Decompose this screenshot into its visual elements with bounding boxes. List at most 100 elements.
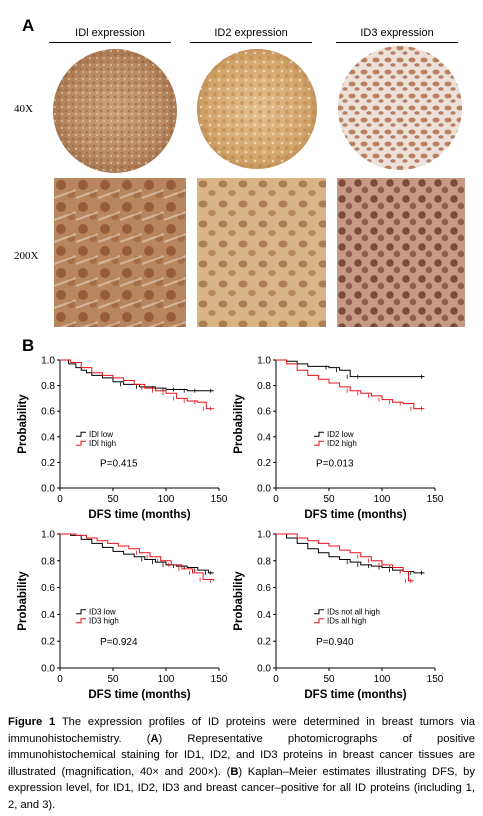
y-tick-label: 1.0	[41, 530, 55, 541]
legend-swatch	[76, 618, 86, 624]
y-tick-label: 0.0	[257, 664, 271, 675]
y-tick-label: 0.4	[257, 610, 271, 621]
p-value-annotation: P=0.013	[316, 458, 354, 469]
y-tick-label: 0.6	[41, 583, 55, 594]
micrograph-id1-200x	[54, 178, 186, 327]
km-chart-all-ids: 0.0 0.2 0.4 0.6 0.8 1.0 0 50 100 150 DFS time (mon…	[233, 530, 444, 702]
column-header-id3: ID3 expression	[360, 27, 434, 39]
figure-caption: Figure 1 The expression profiles of ID p…	[8, 714, 475, 813]
legend-entry: IDl low	[89, 430, 113, 439]
km-curve-series-1	[60, 359, 214, 410]
y-tick-label: 0.2	[257, 637, 271, 648]
column-rule-id3	[336, 42, 458, 43]
x-tick-label: 0	[273, 494, 279, 505]
legend-swatch	[314, 431, 324, 437]
y-tick-label: 0.2	[257, 458, 271, 469]
p-value-annotation: P=0.415	[100, 458, 138, 469]
km-curve-series-0	[60, 533, 214, 574]
y-axis-label: Probability	[17, 394, 29, 454]
km-curve-series-1	[276, 533, 414, 582]
legend-swatch	[76, 431, 86, 437]
y-axis-label: Probability	[17, 571, 29, 631]
x-axis-label: DFS time (months)	[88, 509, 190, 521]
x-tick-label: 0	[273, 674, 279, 685]
x-tick-label: 150	[211, 494, 228, 505]
caption-text-2: ) Representative photomicrographs of pos…	[8, 732, 475, 778]
micrograph-id2-40x	[197, 49, 317, 169]
y-tick-label: 0.0	[41, 664, 55, 675]
x-tick-label: 100	[374, 494, 391, 505]
column-rule-id2	[190, 42, 312, 43]
legend-entry: IDl high	[89, 439, 116, 448]
y-tick-label: 0.4	[41, 432, 55, 443]
x-axis-label: DFS time (months)	[304, 509, 406, 521]
km-curve-series-0	[276, 533, 425, 574]
x-tick-label: 100	[374, 674, 391, 685]
y-tick-label: 0.6	[257, 583, 271, 594]
row-label-200x: 200X	[14, 250, 39, 262]
y-tick-label: 0.6	[257, 407, 271, 418]
x-tick-label: 150	[427, 674, 444, 685]
caption-figure-label: Figure 1	[8, 716, 56, 728]
y-tick-label: 0.0	[257, 484, 271, 495]
legend-swatch	[76, 440, 86, 446]
y-tick-label: 0.6	[41, 407, 55, 418]
row-label-40x: 40X	[14, 103, 33, 115]
legend-entry: IDs all high	[327, 617, 367, 626]
legend-entry: ID3 high	[89, 617, 119, 626]
micrograph-id3-40x	[338, 46, 462, 170]
km-curve-series-0	[276, 359, 425, 378]
y-tick-label: 0.8	[257, 556, 271, 567]
x-tick-label: 50	[323, 674, 335, 685]
y-tick-label: 0.8	[257, 381, 271, 392]
legend-entry: ID2 high	[327, 439, 357, 448]
panel-b-letter: B	[22, 336, 35, 355]
km-curve-series-1	[276, 359, 425, 410]
x-tick-label: 150	[211, 674, 228, 685]
x-tick-label: 0	[57, 494, 63, 505]
x-tick-label: 150	[427, 494, 444, 505]
km-curve-series-0	[60, 359, 214, 392]
x-tick-label: 0	[57, 674, 63, 685]
column-rule-id1	[49, 42, 171, 43]
micrograph-id1-40x	[53, 49, 177, 173]
legend-swatch	[314, 609, 324, 615]
x-tick-label: 100	[158, 494, 175, 505]
x-axis-label: DFS time (months)	[304, 689, 406, 701]
x-tick-label: 50	[107, 494, 119, 505]
x-tick-label: 50	[107, 674, 119, 685]
micrograph-id2-200x	[197, 178, 326, 327]
y-tick-label: 0.8	[41, 556, 55, 567]
caption-b-ref: B	[230, 765, 239, 778]
km-chart-id1: 0.0 0.2 0.4 0.6 0.8 1.0 0 50 100 150 DFS time (mon…	[17, 356, 228, 522]
y-axis-label: Probability	[233, 394, 245, 454]
caption-text-3: ) Kaplan–Meier estimates illustrating DF…	[8, 765, 476, 811]
x-axis-label: DFS time (months)	[88, 689, 190, 701]
legend-swatch	[314, 618, 324, 624]
y-tick-label: 0.2	[41, 637, 55, 648]
legend-entry: IDs not all high	[327, 608, 380, 617]
panel-a-letter: A	[22, 16, 35, 35]
km-chart-id2: 0.0 0.2 0.4 0.6 0.8 1.0 0 50 100 150 DFS time (mon…	[233, 356, 444, 522]
y-tick-label: 0.2	[41, 458, 55, 469]
km-curve-series-1	[60, 533, 215, 581]
y-tick-label: 1.0	[257, 356, 271, 367]
column-header-id1: IDl expression	[75, 27, 145, 39]
caption-text-1: The expression profiles of ID proteins w…	[8, 716, 475, 745]
column-header-id2: ID2 expression	[214, 27, 288, 39]
caption-a-ref: A	[150, 732, 159, 745]
legend-swatch	[314, 440, 324, 446]
y-tick-label: 1.0	[41, 356, 55, 367]
legend-swatch	[76, 609, 86, 615]
y-tick-label: 0.4	[41, 610, 55, 621]
km-chart-id3: 0.0 0.2 0.4 0.6 0.8 1.0 0 50 100 150 DFS time (mon…	[17, 530, 228, 702]
x-tick-label: 100	[158, 674, 175, 685]
y-tick-label: 1.0	[257, 530, 271, 541]
y-tick-label: 0.4	[257, 432, 271, 443]
y-tick-label: 0.8	[41, 381, 55, 392]
legend-entry: ID2 low	[327, 430, 354, 439]
legend-entry: ID3 low	[89, 608, 116, 617]
y-tick-label: 0.0	[41, 484, 55, 495]
x-tick-label: 50	[323, 494, 335, 505]
micrograph-id3-200x	[337, 178, 465, 327]
